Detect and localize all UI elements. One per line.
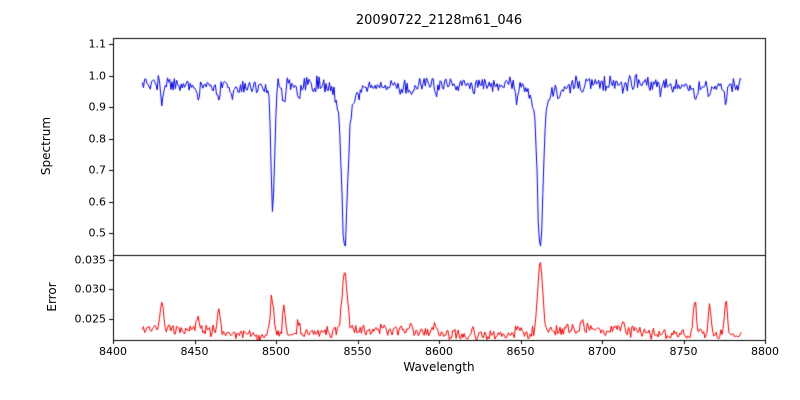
x-tick-label: 8750: [669, 345, 698, 358]
y-tick-label: 0.035: [74, 253, 107, 267]
y-tick-label: 1.0: [88, 69, 107, 83]
spectrum-y-axis-label: Spectrum: [39, 116, 53, 176]
y-tick-label: 1.1: [88, 37, 107, 51]
y-tick-label: 0.5: [88, 226, 107, 240]
y-tick-label: 0.030: [74, 282, 107, 296]
error-y-axis-label: Error: [45, 282, 59, 312]
chart-title: 20090722_2128m61_046: [355, 13, 523, 28]
x-tick-label: 8650: [506, 345, 535, 358]
y-tick-label: 0.9: [88, 100, 107, 114]
x-tick-label: 8550: [343, 345, 372, 358]
x-tick-label: 8800: [751, 345, 779, 358]
x-tick-label: 8500: [262, 345, 290, 358]
x-axis-label: Wavelength: [403, 360, 475, 374]
y-tick-label: 0.7: [88, 163, 107, 177]
x-tick-label: 8600: [425, 345, 453, 358]
x-tick-label: 8700: [588, 345, 616, 358]
y-tick-label: 0.025: [74, 312, 107, 326]
y-tick-label: 0.6: [88, 195, 107, 209]
y-tick-label: 0.8: [88, 132, 107, 146]
x-tick-label: 8400: [99, 345, 127, 358]
x-tick-label: 8450: [180, 345, 209, 358]
